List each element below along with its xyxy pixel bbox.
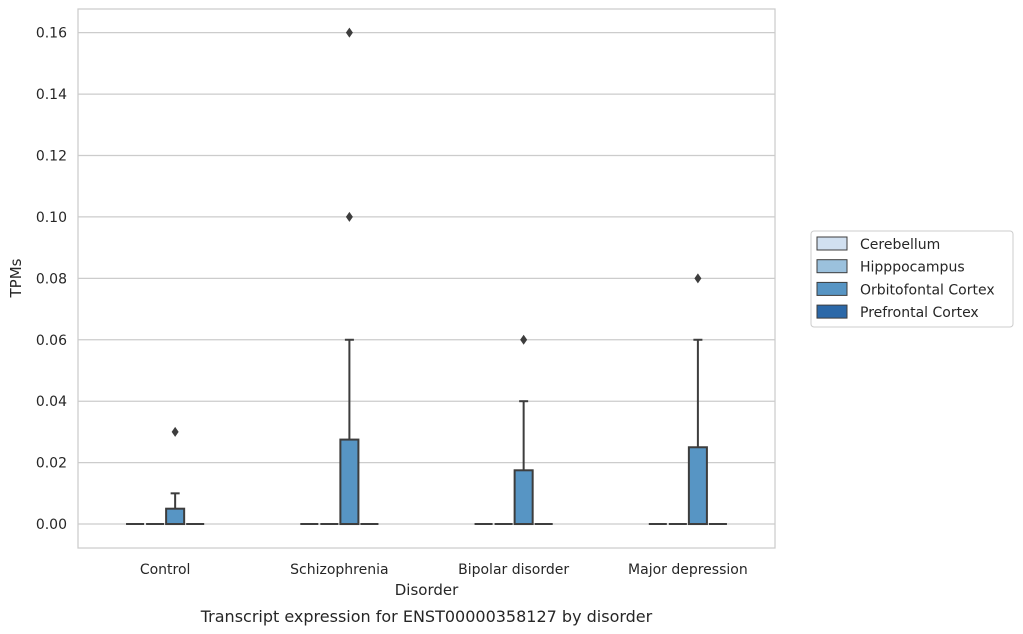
box-rect — [339, 438, 360, 526]
x-axis-label: Disorder — [395, 581, 459, 599]
x-tick-label: Control — [140, 562, 191, 578]
legend-label: Cerebellum — [860, 237, 940, 253]
y-axis-label: TPMs — [7, 258, 25, 298]
outlier-point — [520, 334, 528, 345]
y-tick-label: 0.06 — [36, 333, 67, 349]
box-layer — [126, 27, 727, 526]
box-element — [513, 334, 534, 526]
legend-frame — [810, 230, 1014, 328]
x-tick-labels: Control Schizophrenia Bipolar disorder Majo… — [140, 562, 748, 578]
outlier-point — [345, 211, 353, 222]
box-element — [339, 27, 360, 526]
outlier-point — [694, 273, 702, 284]
legend-label: Hipppocampus — [860, 260, 965, 276]
y-tick-label: 0.02 — [36, 456, 67, 472]
box-rect — [165, 507, 186, 526]
box-element — [687, 273, 708, 526]
legend-label: Prefrontal Cortex — [860, 305, 979, 321]
x-tick-label: Schizophrenia — [290, 562, 388, 578]
x-tick-label: Major depression — [628, 562, 748, 578]
y-tick-label: 0.00 — [36, 517, 67, 533]
y-tick-label: 0.16 — [36, 26, 67, 42]
legend-swatch — [816, 236, 848, 251]
y-tick-label: 0.14 — [36, 87, 67, 103]
chart-caption: Transcript expression for ENST0000035812… — [200, 607, 653, 626]
legend-swatch — [816, 304, 848, 319]
box-element — [165, 426, 186, 526]
outlier-point — [171, 426, 179, 437]
legend-label: Orbitofontal Cortex — [860, 282, 995, 298]
y-tick-label: 0.08 — [36, 271, 67, 287]
legend-swatch — [816, 259, 848, 274]
outlier-point — [345, 27, 353, 38]
plot-frame — [77, 8, 776, 549]
box-rect — [513, 469, 534, 526]
box-rect — [687, 446, 708, 526]
y-tick-label: 0.10 — [36, 210, 67, 226]
legend: Cerebellum Hipppocampus Orbitofontal Corte… — [810, 230, 1014, 328]
y-tick-label: 0.04 — [36, 394, 67, 410]
legend-swatch — [816, 281, 848, 296]
x-tick-label: Bipolar disorder — [458, 562, 569, 578]
y-tick-labels: 0.00 0.02 0.04 0.06 0.08 0.10 0.12 0.14 0.16 — [36, 26, 67, 533]
y-tick-label: 0.12 — [36, 148, 67, 164]
grid-lines — [78, 32, 775, 525]
